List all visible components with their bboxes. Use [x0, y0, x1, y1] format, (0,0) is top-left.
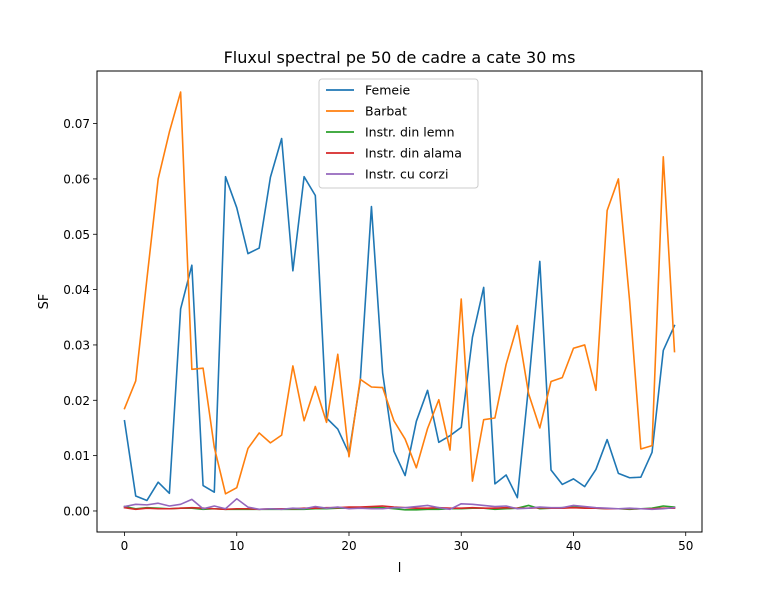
- series-line-femeie: [123, 137, 676, 502]
- axes-frame: [96, 70, 703, 533]
- y-tick-label: 0.07: [63, 117, 90, 131]
- x-axis-label: l: [398, 561, 402, 576]
- legend-label-instr-cu-corzi: Instr. cu corzi: [365, 167, 448, 182]
- y-tick-label: 0.02: [63, 394, 90, 408]
- y-axis-label: SF: [37, 294, 52, 310]
- y-tick-label: 0.04: [63, 283, 90, 297]
- legend-box: [318, 78, 479, 189]
- series-line-instr-cu-corzi: [123, 497, 676, 511]
- chart-title: Fluxul spectral pe 50 de cadre a cate 30…: [224, 48, 576, 67]
- y-axis: 0.00 0.01 0.02 0.03 0.04 0.05 0.06 0.07: [63, 117, 97, 518]
- x-tick-label: 50: [678, 539, 693, 553]
- x-axis: 0 10 20 30 40 50: [121, 532, 693, 553]
- y-tick-label: 0.05: [63, 228, 90, 242]
- x-tick-label: 30: [454, 539, 469, 553]
- y-tick-label: 0.06: [63, 172, 90, 186]
- legend: Femeie Barbat Instr. din lemn Instr. din al…: [318, 78, 479, 189]
- y-tick-label: 0.01: [63, 449, 90, 463]
- series-line-barbat: [123, 91, 676, 495]
- legend-label-instr-din-alama: Instr. din alama: [365, 146, 462, 161]
- legend-label-femeie: Femeie: [365, 83, 411, 98]
- plot-lines: [123, 91, 676, 511]
- x-tick-label: 20: [341, 539, 356, 553]
- x-tick-label: 10: [229, 539, 244, 553]
- legend-label-instr-din-lemn: Instr. din lemn: [365, 125, 455, 140]
- x-tick-label: 0: [121, 539, 129, 553]
- y-tick-label: 0.03: [63, 338, 90, 352]
- legend-label-barbat: Barbat: [365, 104, 407, 119]
- y-tick-label: 0.00: [63, 504, 90, 518]
- x-tick-label: 40: [566, 539, 581, 553]
